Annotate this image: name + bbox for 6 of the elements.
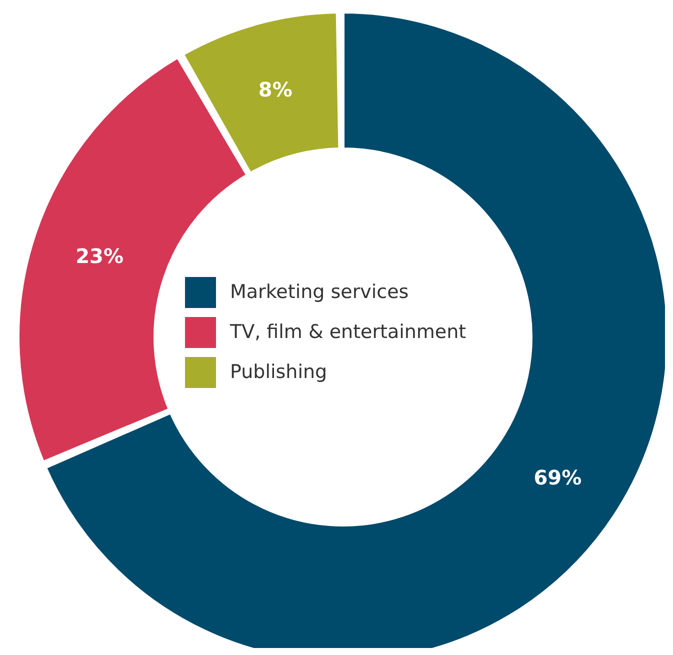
legend-label: TV, film & entertainment: [230, 321, 466, 343]
legend-label: Marketing services: [230, 281, 409, 303]
data-label: 8%: [258, 78, 292, 102]
data-label: 23%: [76, 244, 124, 268]
data-label: 69%: [534, 465, 582, 490]
legend-label: Publishing: [230, 361, 328, 383]
